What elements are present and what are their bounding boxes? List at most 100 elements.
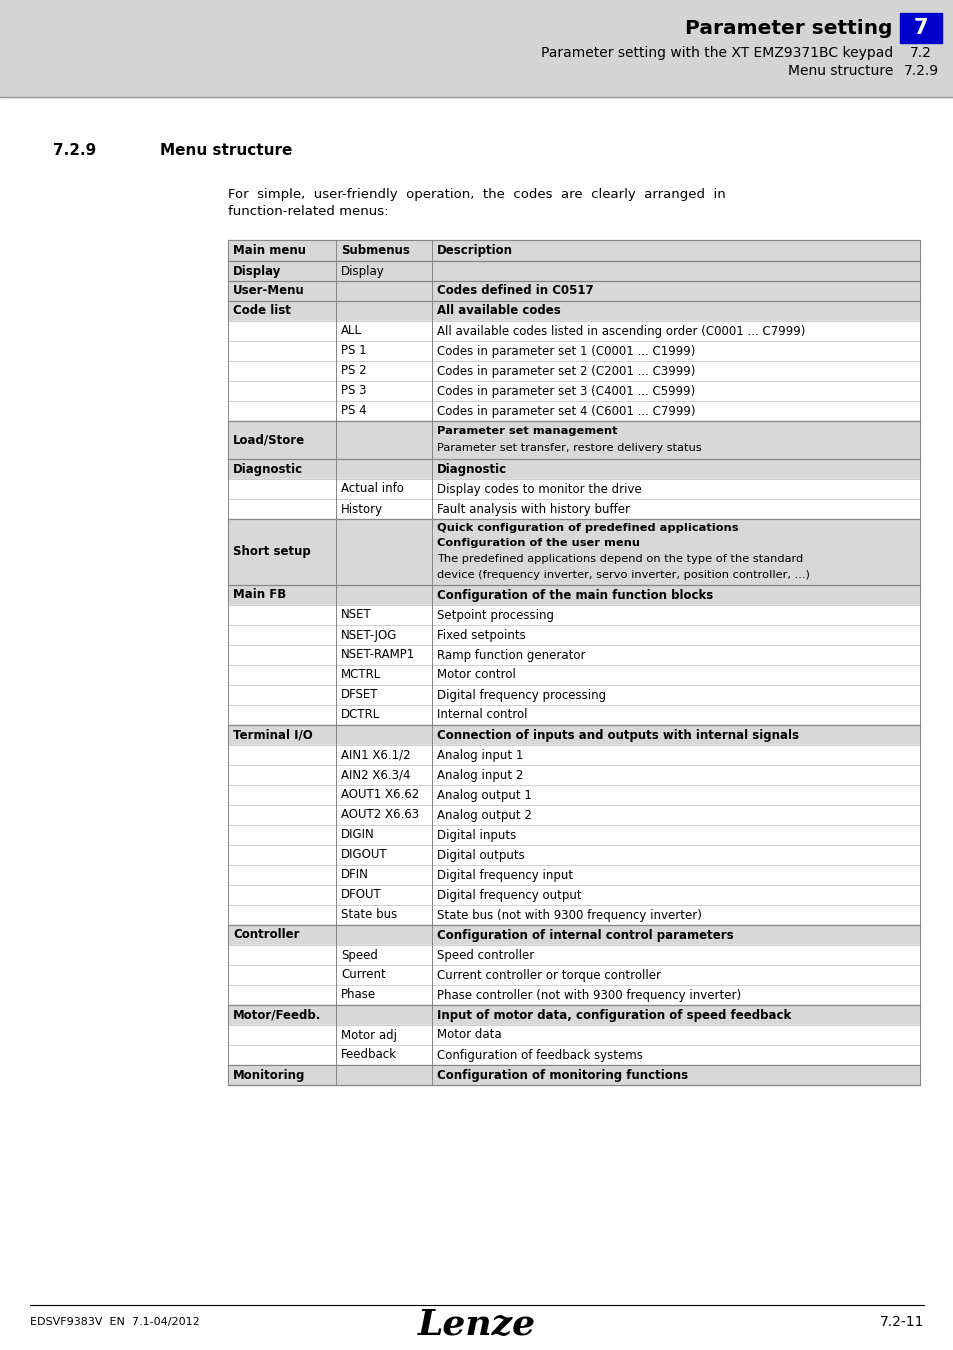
Bar — [228, 360, 919, 381]
Text: Digital frequency output: Digital frequency output — [436, 888, 581, 902]
Text: PS 3: PS 3 — [340, 385, 366, 397]
Bar — [228, 1025, 919, 1045]
Text: Configuration of the main function blocks: Configuration of the main function block… — [436, 589, 713, 602]
Bar — [228, 605, 919, 625]
Text: Monitoring: Monitoring — [233, 1068, 305, 1081]
Text: Configuration of internal control parameters: Configuration of internal control parame… — [436, 929, 733, 941]
Text: Digital inputs: Digital inputs — [436, 829, 516, 841]
Text: Parameter setting: Parameter setting — [685, 19, 892, 39]
Bar — [0, 0, 953, 97]
Bar — [228, 645, 919, 666]
Text: Terminal I/O: Terminal I/O — [233, 729, 313, 741]
Text: MCTRL: MCTRL — [340, 668, 381, 682]
Bar — [228, 666, 919, 684]
Text: Code list: Code list — [233, 305, 291, 317]
Text: Current: Current — [340, 968, 385, 981]
Text: Input of motor data, configuration of speed feedback: Input of motor data, configuration of sp… — [436, 1008, 790, 1022]
Bar — [228, 925, 919, 945]
Text: Configuration of feedback systems: Configuration of feedback systems — [436, 1049, 642, 1061]
Text: Digital outputs: Digital outputs — [436, 849, 524, 861]
Text: DIGOUT: DIGOUT — [340, 849, 387, 861]
Text: Load/Store: Load/Store — [233, 433, 305, 447]
Bar — [228, 281, 919, 301]
Bar — [228, 705, 919, 725]
Text: Phase: Phase — [340, 988, 375, 1002]
Text: 7: 7 — [913, 18, 927, 38]
Bar — [228, 805, 919, 825]
Text: Motor control: Motor control — [436, 668, 516, 682]
Text: ALL: ALL — [340, 324, 361, 338]
Text: Submenus: Submenus — [340, 244, 410, 256]
Bar — [899, 14, 941, 43]
Text: Parameter set management: Parameter set management — [436, 425, 617, 436]
Bar — [228, 745, 919, 765]
Text: 7.2.9: 7.2.9 — [902, 63, 938, 78]
Text: AOUT2 X6.63: AOUT2 X6.63 — [340, 809, 418, 822]
Bar — [228, 1004, 919, 1025]
Bar — [228, 825, 919, 845]
Text: The predefined applications depend on the type of the standard: The predefined applications depend on th… — [436, 554, 802, 564]
Text: Internal control: Internal control — [436, 709, 527, 721]
Bar — [228, 401, 919, 421]
Bar — [228, 845, 919, 865]
Bar — [228, 965, 919, 986]
Text: device (frequency inverter, servo inverter, position controller, ...): device (frequency inverter, servo invert… — [436, 570, 809, 579]
Bar — [228, 886, 919, 904]
Text: Configuration of the user menu: Configuration of the user menu — [436, 539, 639, 548]
Text: Parameter set transfer, restore delivery status: Parameter set transfer, restore delivery… — [436, 443, 700, 452]
Text: Analog output 2: Analog output 2 — [436, 809, 532, 822]
Text: Fault analysis with history buffer: Fault analysis with history buffer — [436, 502, 629, 516]
Text: Display codes to monitor the drive: Display codes to monitor the drive — [436, 482, 641, 495]
Text: function-related menus:: function-related menus: — [228, 205, 388, 217]
Text: AIN1 X6.1/2: AIN1 X6.1/2 — [340, 748, 410, 761]
Text: Fixed setpoints: Fixed setpoints — [436, 629, 525, 641]
Bar — [228, 865, 919, 886]
Text: Analog input 2: Analog input 2 — [436, 768, 523, 782]
Text: State bus (not with 9300 frequency inverter): State bus (not with 9300 frequency inver… — [436, 909, 701, 922]
Text: Codes in parameter set 2 (C2001 ... C3999): Codes in parameter set 2 (C2001 ... C399… — [436, 364, 695, 378]
Bar — [228, 625, 919, 645]
Text: Codes in parameter set 3 (C4001 ... C5999): Codes in parameter set 3 (C4001 ... C599… — [436, 385, 695, 397]
Text: Ramp function generator: Ramp function generator — [436, 648, 585, 662]
Text: Current controller or torque controller: Current controller or torque controller — [436, 968, 660, 981]
Text: Phase controller (not with 9300 frequency inverter): Phase controller (not with 9300 frequenc… — [436, 988, 740, 1002]
Text: History: History — [340, 502, 383, 516]
Bar — [228, 1065, 919, 1085]
Text: Diagnostic: Diagnostic — [436, 463, 507, 475]
Text: Diagnostic: Diagnostic — [233, 463, 303, 475]
Text: AIN2 X6.3/4: AIN2 X6.3/4 — [340, 768, 410, 782]
Text: Controller: Controller — [233, 929, 299, 941]
Text: Codes defined in C0517: Codes defined in C0517 — [436, 285, 593, 297]
Text: NSET: NSET — [340, 609, 372, 621]
Bar — [228, 945, 919, 965]
Text: Codes in parameter set 1 (C0001 ... C1999): Codes in parameter set 1 (C0001 ... C199… — [436, 344, 695, 358]
Text: Lenze: Lenze — [417, 1308, 536, 1342]
Text: Codes in parameter set 4 (C6001 ... C7999): Codes in parameter set 4 (C6001 ... C799… — [436, 405, 695, 417]
Text: Connection of inputs and outputs with internal signals: Connection of inputs and outputs with in… — [436, 729, 799, 741]
Text: Feedback: Feedback — [340, 1049, 396, 1061]
Text: For  simple,  user-friendly  operation,  the  codes  are  clearly  arranged  in: For simple, user-friendly operation, the… — [228, 188, 725, 201]
Text: All available codes listed in ascending order (C0001 ... C7999): All available codes listed in ascending … — [436, 324, 804, 338]
Bar — [228, 725, 919, 745]
Text: AOUT1 X6.62: AOUT1 X6.62 — [340, 788, 418, 802]
Text: Setpoint processing: Setpoint processing — [436, 609, 554, 621]
Bar — [228, 421, 919, 459]
Bar — [228, 459, 919, 479]
Text: Display: Display — [340, 265, 384, 278]
Text: Configuration of monitoring functions: Configuration of monitoring functions — [436, 1068, 687, 1081]
Text: PS 1: PS 1 — [340, 344, 366, 358]
Text: Main menu: Main menu — [233, 244, 306, 256]
Text: Quick configuration of predefined applications: Quick configuration of predefined applic… — [436, 522, 738, 533]
Bar — [228, 240, 919, 261]
Bar — [228, 765, 919, 784]
Text: Digital frequency processing: Digital frequency processing — [436, 688, 605, 702]
Text: PS 2: PS 2 — [340, 364, 366, 378]
Bar — [228, 500, 919, 518]
Text: Menu structure: Menu structure — [787, 63, 892, 78]
Text: Menu structure: Menu structure — [160, 143, 292, 158]
Bar — [228, 261, 919, 281]
Text: Motor data: Motor data — [436, 1029, 501, 1041]
Text: 7.2.9: 7.2.9 — [53, 143, 96, 158]
Text: Speed controller: Speed controller — [436, 949, 534, 961]
Text: Motor/Feedb.: Motor/Feedb. — [233, 1008, 321, 1022]
